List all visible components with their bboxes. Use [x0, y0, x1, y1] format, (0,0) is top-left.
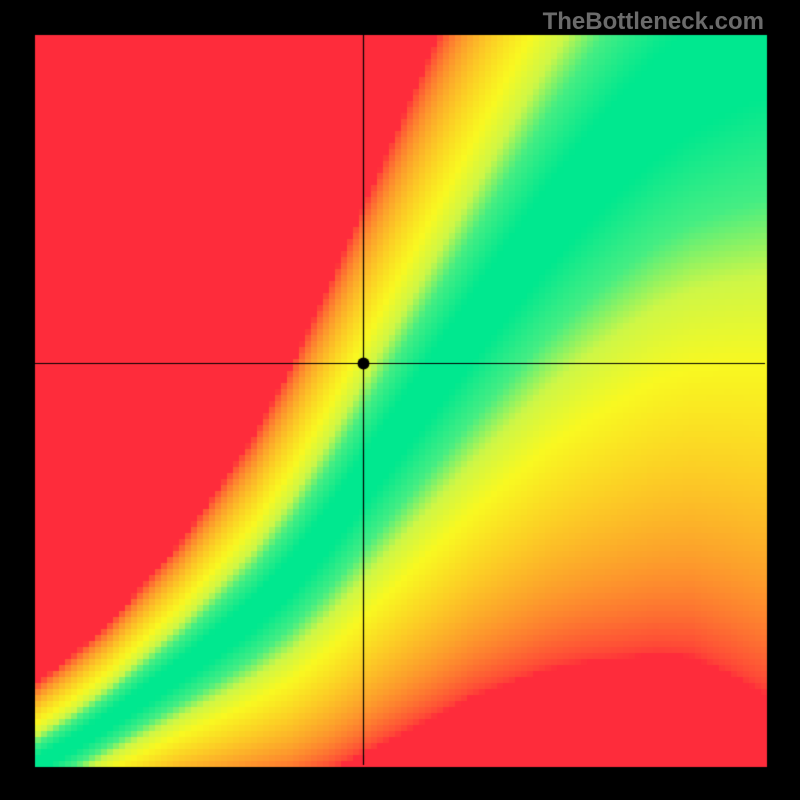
heatmap-canvas — [0, 0, 800, 800]
watermark-text: TheBottleneck.com — [543, 8, 764, 36]
chart-stage: TheBottleneck.com — [0, 0, 800, 800]
